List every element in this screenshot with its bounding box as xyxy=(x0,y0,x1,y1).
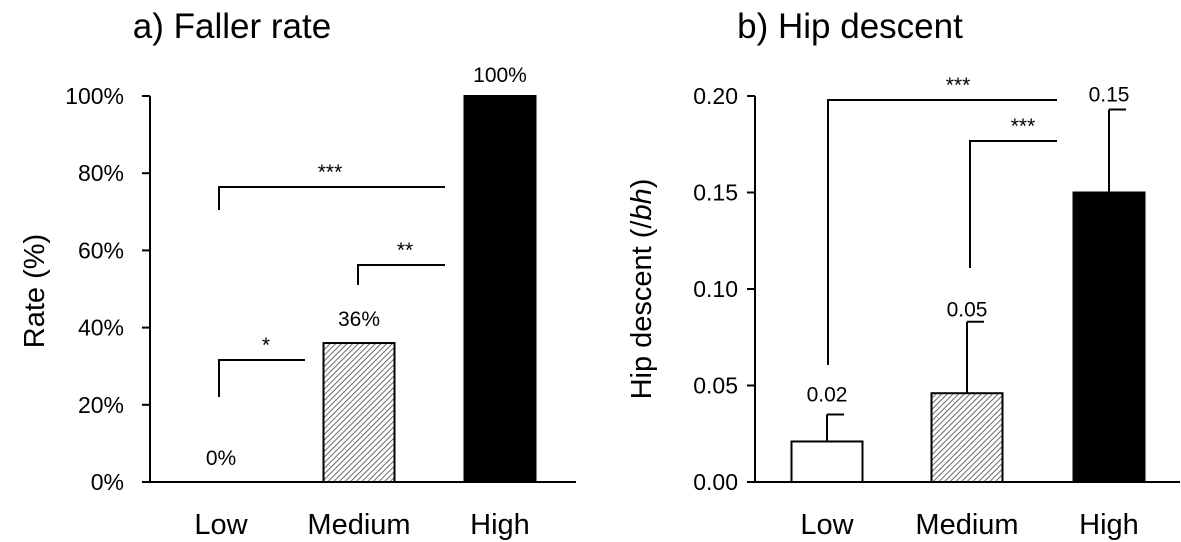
panel-b-error-bar-high xyxy=(1108,108,1126,193)
panel-a: a) Faller rate Rate (%) 0% 20% 40% 60% 80% 10… xyxy=(19,7,576,541)
panel-a-title: a) Faller rate xyxy=(133,7,331,46)
panel-b-significance-label: *** xyxy=(1011,115,1036,138)
panel-b-bar-low xyxy=(790,440,864,483)
panel-a-data-label-medium: 36% xyxy=(338,308,380,331)
panel-a-y-tick-label: 60% xyxy=(78,237,124,263)
panel-b-bar-medium xyxy=(930,392,1004,483)
panel-b-significance-bracket: *** xyxy=(827,74,1057,365)
panel-a-category-label-high: High xyxy=(470,509,530,541)
panel-b-y-tick-label: 0.10 xyxy=(693,276,738,302)
panel-b-data-label-low: 0.02 xyxy=(807,383,848,406)
panel-b-y-axis-label-unit: bh xyxy=(626,188,658,220)
panel-b-data-label-medium: 0.05 xyxy=(947,299,988,322)
panel-b-bar-high xyxy=(1072,191,1146,483)
panel-b-category-label-high: High xyxy=(1079,509,1139,541)
panel-a-y-tick-label: 0% xyxy=(91,469,124,495)
panel-a-bar-high xyxy=(463,95,537,483)
panel-b-title: b) Hip descent xyxy=(737,7,963,46)
panel-a-y-tick-label: 80% xyxy=(78,160,124,186)
panel-b-significance-label: *** xyxy=(946,74,971,97)
panel-a-y-axis-label: Rate (%) xyxy=(19,234,51,348)
panel-b-y-tick-label: 0.20 xyxy=(693,83,738,109)
panel-a-significance-bracket: * xyxy=(218,334,305,397)
panel-b-error-bar-low xyxy=(826,413,844,442)
panel-a-data-label-high: 100% xyxy=(473,64,527,87)
panel-b: b) Hip descent Hip descent (/bh) 0.00 0.0… xyxy=(626,7,1180,541)
panel-b-y-axis-label-close: ) xyxy=(626,179,658,189)
panel-a-data-label-low: 0% xyxy=(206,447,236,470)
panel-b-category-label-medium: Medium xyxy=(915,509,1018,541)
panel-a-significance-label: * xyxy=(262,334,270,357)
panel-b-category-label-low: Low xyxy=(800,509,854,541)
panel-b-y-axis-label-main: Hip descent (/ xyxy=(626,220,658,400)
panel-b-data-label-high: 0.15 xyxy=(1089,84,1130,107)
panel-a-y-tick-label: 20% xyxy=(78,392,124,418)
panel-a-significance-bracket: ** xyxy=(357,239,445,285)
panel-b-y-tick-label: 0.05 xyxy=(693,373,738,399)
panel-a-y-tick-label: 100% xyxy=(65,83,124,109)
panel-b-y-axis-label: Hip descent (/bh) xyxy=(626,179,658,400)
panel-a-category-label-low: Low xyxy=(194,509,248,541)
panel-b-y-tick-label: 0.15 xyxy=(693,180,738,206)
panel-a-y-tick-label: 40% xyxy=(78,315,124,341)
panel-b-y-tick-label: 0.00 xyxy=(693,469,738,495)
panel-a-significance-label: *** xyxy=(318,161,343,184)
panel-a-bar-medium xyxy=(322,342,396,484)
panel-b-error-bar-medium xyxy=(966,320,984,394)
panel-a-significance-label: ** xyxy=(397,239,413,262)
panel-a-significance-bracket: *** xyxy=(218,161,445,210)
panel-b-significance-bracket: *** xyxy=(969,115,1057,268)
panel-a-category-label-medium: Medium xyxy=(307,509,410,541)
